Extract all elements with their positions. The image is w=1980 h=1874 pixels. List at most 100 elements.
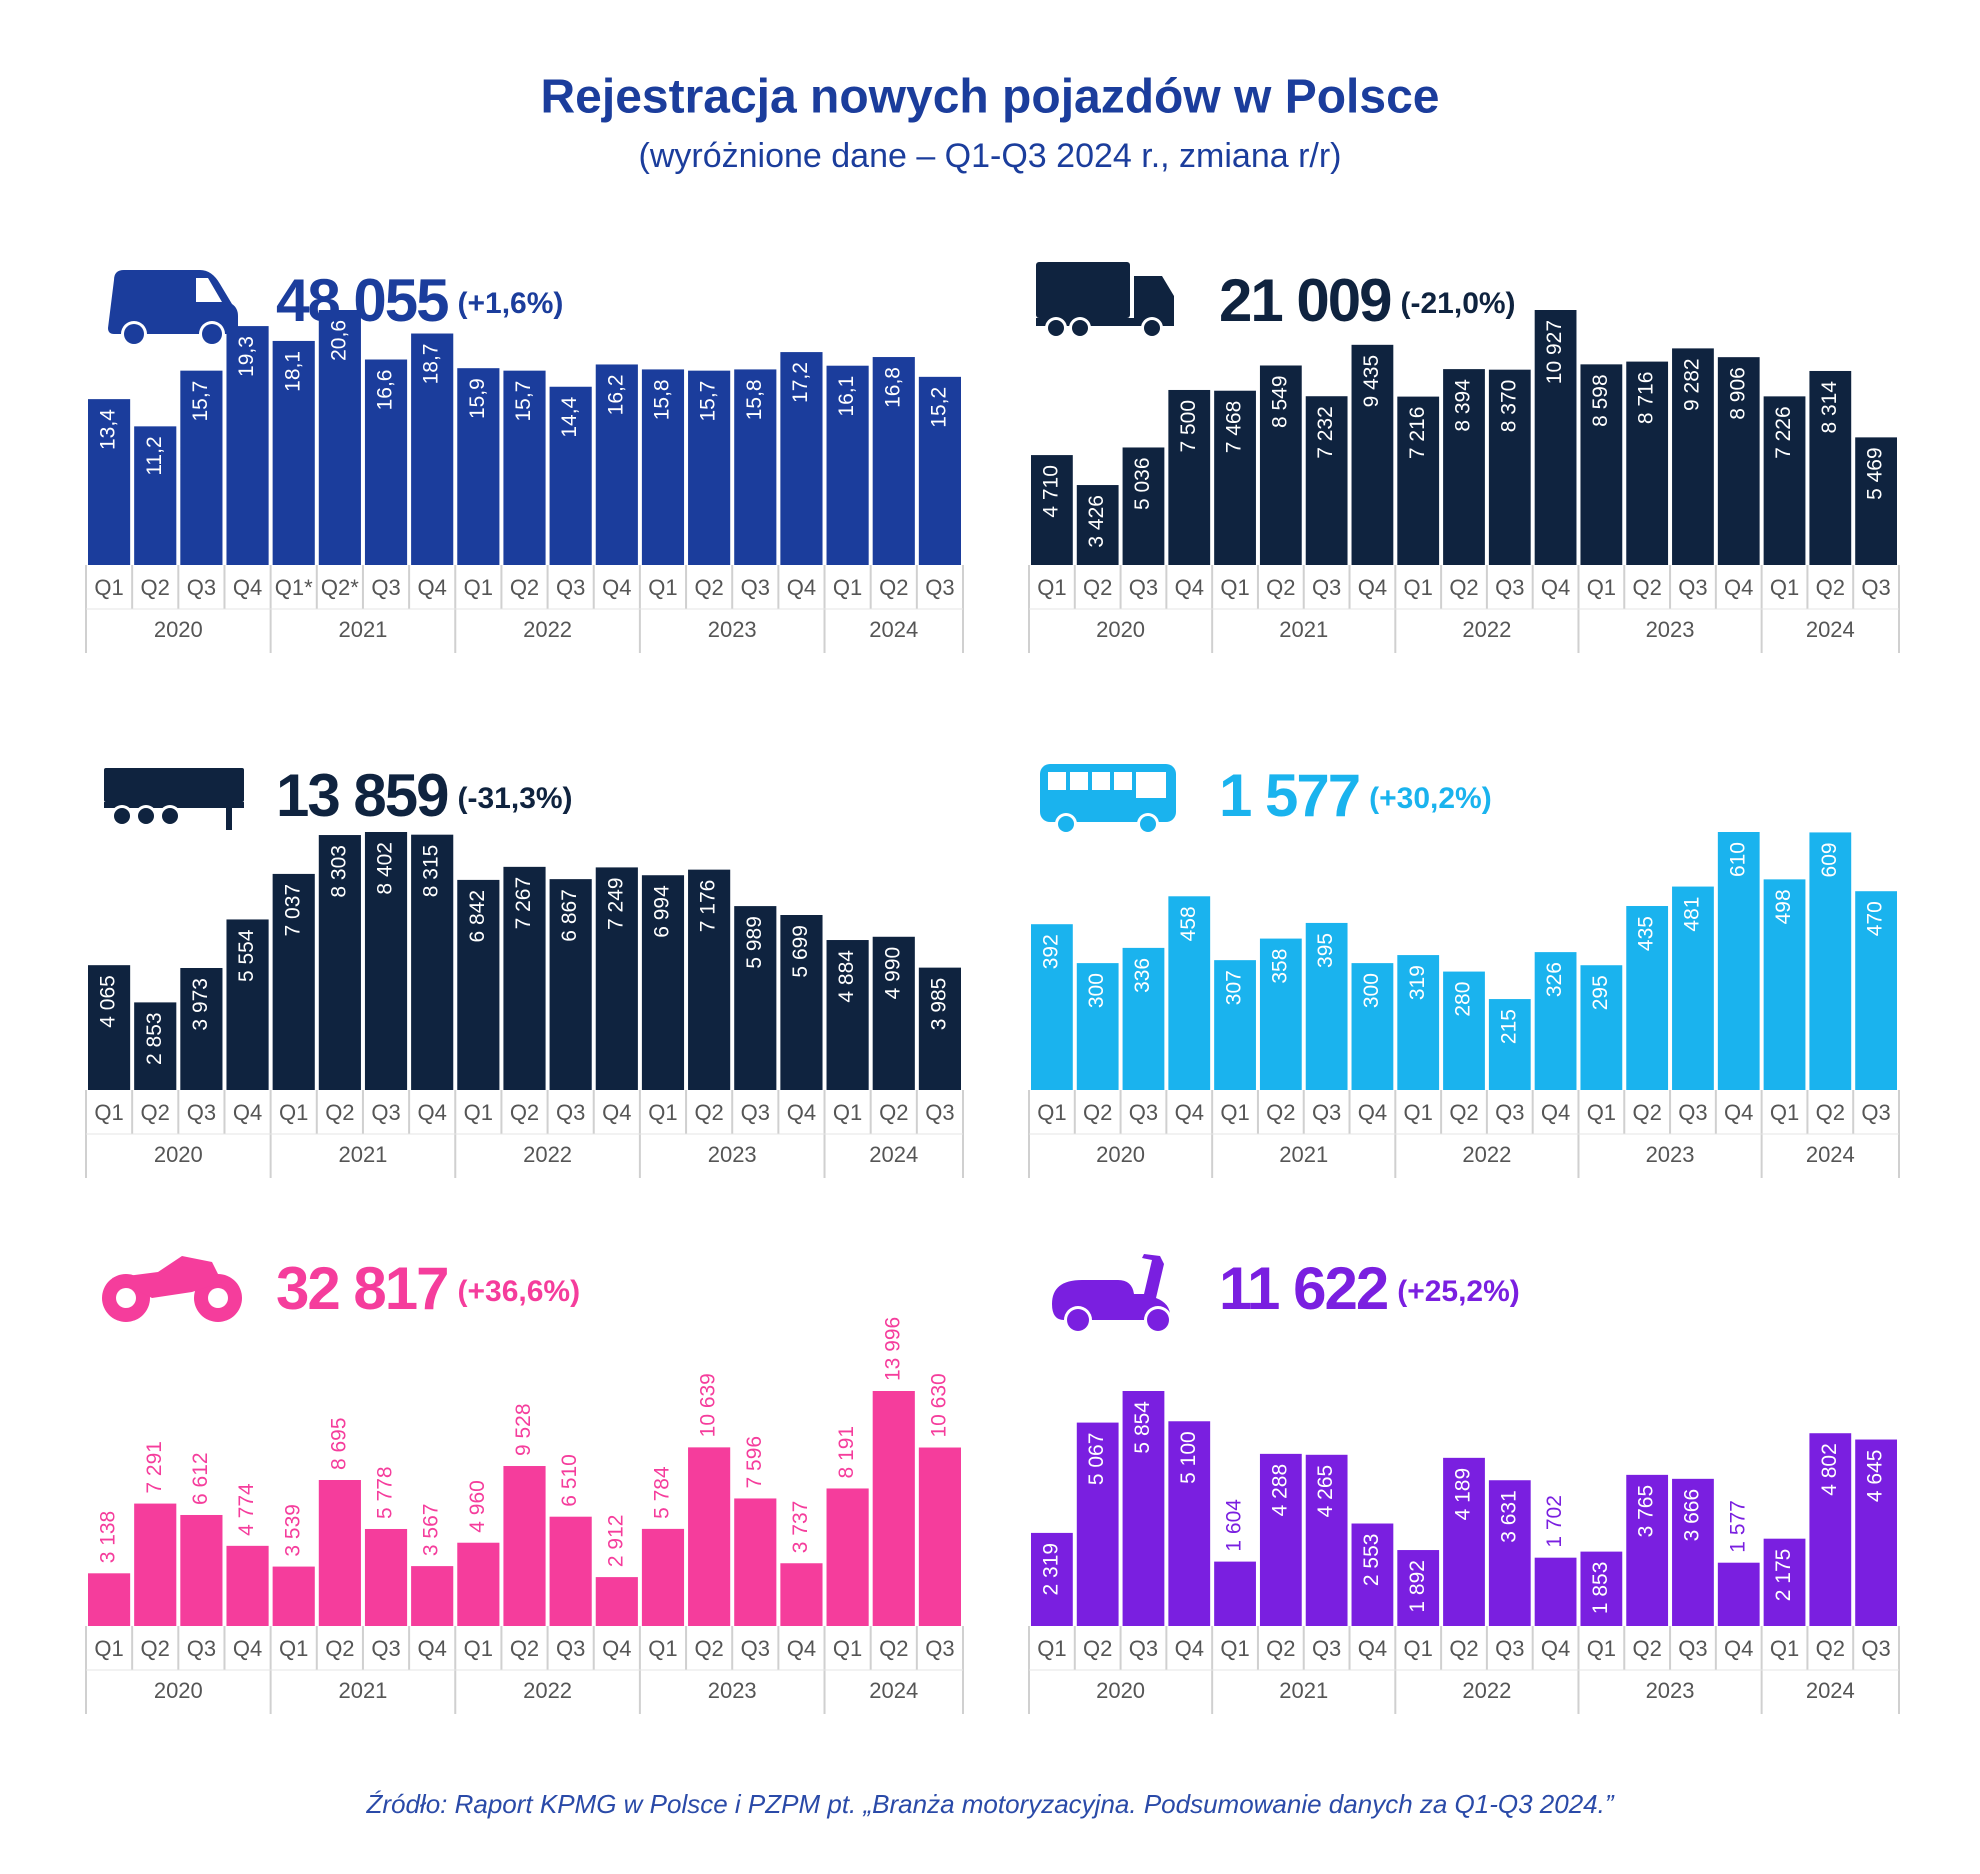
- bar: [1626, 906, 1669, 1090]
- value-label: 1 702: [1543, 1495, 1566, 1548]
- bar: [1534, 310, 1577, 565]
- x-tick-label: Q1: [648, 1636, 677, 1661]
- value-label: 5 554: [235, 929, 258, 982]
- value-label: 5 699: [789, 925, 812, 978]
- value-label: 7 500: [1177, 400, 1200, 453]
- bar: [1076, 963, 1119, 1090]
- group-label: 2020: [1096, 1142, 1145, 1167]
- x-tick-label: Q4: [787, 1100, 816, 1125]
- bar: [1305, 1454, 1348, 1626]
- headline: 48 055 (+1,6%): [276, 267, 563, 334]
- bar: [641, 875, 685, 1090]
- chart-panel: 32 817 (+36,6%) 3 138 Q1 7 291 Q2 6 612 Q3 4 774…: [85, 1255, 964, 1714]
- bar: [1076, 485, 1119, 565]
- bar: [595, 1577, 638, 1626]
- x-tick-label: Q2: [694, 1100, 723, 1125]
- x-tick-label: Q3: [1129, 1636, 1158, 1661]
- value-label: 7 267: [512, 877, 535, 930]
- value-label: 3 567: [420, 1504, 443, 1557]
- x-tick-label: Q2: [1083, 1100, 1112, 1125]
- x-tick-label: Q1: [1770, 575, 1799, 600]
- bar: [1443, 971, 1485, 1090]
- group-label: 2021: [1279, 617, 1328, 642]
- van-icon: [108, 270, 238, 347]
- bar: [503, 1466, 546, 1626]
- value-label: 16,1: [835, 376, 858, 417]
- x-tick-label: Q3: [1495, 1636, 1524, 1661]
- value-label: 13,4: [97, 409, 120, 450]
- bar: [734, 369, 777, 565]
- group-label: 2023: [708, 617, 757, 642]
- value-label: 7 596: [743, 1436, 766, 1489]
- x-tick-label: Q2: [1449, 575, 1478, 600]
- bar: [1488, 369, 1531, 565]
- bar: [918, 376, 961, 565]
- bar: [318, 1480, 361, 1626]
- bar: [88, 1573, 131, 1626]
- x-tick-label: Q3: [371, 575, 400, 600]
- value-label: 19,3: [235, 336, 258, 377]
- bar: [88, 965, 131, 1090]
- x-tick-label: Q3: [1495, 575, 1524, 600]
- bar: [1305, 396, 1348, 565]
- value-label: 295: [1589, 975, 1612, 1010]
- chart-panel: 48 055 (+1,6%) 13,4 Q1 11,2 Q2 15,7 Q3 19,3 Q4 18,…: [85, 267, 964, 653]
- x-tick-label: Q3: [1495, 1100, 1524, 1125]
- value-label: 2 175: [1772, 1549, 1795, 1602]
- x-tick-label: Q2: [141, 1100, 170, 1125]
- value-label: 5 036: [1131, 457, 1154, 510]
- x-tick-label: Q4: [1175, 575, 1204, 600]
- bar: [1855, 437, 1897, 565]
- value-label: 435: [1635, 916, 1658, 951]
- chart-panel: 21 009 (-21,0%) 4 710 Q1 3 426 Q2 5 036 Q3 7 500…: [1028, 267, 1900, 653]
- value-label: 7 468: [1223, 401, 1246, 454]
- x-tick-label: Q4: [787, 1636, 816, 1661]
- value-label: 16,2: [604, 374, 627, 415]
- x-tick-label: Q1: [464, 575, 493, 600]
- group-label: 2021: [1279, 1142, 1328, 1167]
- x-tick-label: Q1: [1587, 1636, 1616, 1661]
- bar: [1031, 1532, 1073, 1626]
- x-tick-label: Q4: [1358, 1100, 1387, 1125]
- group-label: 2021: [1279, 1678, 1328, 1703]
- bar: [688, 370, 731, 565]
- bar: [1443, 369, 1485, 565]
- value-label: 9 435: [1360, 355, 1383, 408]
- bar: [364, 832, 408, 1090]
- bar: [1580, 965, 1623, 1090]
- change: (-21,0%): [1401, 287, 1516, 320]
- x-tick-label: Q4: [602, 1636, 631, 1661]
- x-tick-label: Q2: [510, 1100, 539, 1125]
- value-label: 15,8: [743, 379, 766, 420]
- x-tick-label: Q2: [1266, 575, 1295, 600]
- x-tick-label: Q1: [1770, 1636, 1799, 1661]
- x-tick-label: Q3: [1678, 1100, 1707, 1125]
- bar: [1626, 1474, 1669, 1626]
- value-label: 8 716: [1635, 372, 1658, 425]
- value-label: 5 778: [374, 1466, 397, 1519]
- value-label: 3 539: [281, 1504, 304, 1557]
- group-label: 2023: [708, 1678, 757, 1703]
- x-tick-label: Q3: [1861, 575, 1890, 600]
- x-tick-label: Q1: [1220, 575, 1249, 600]
- group-label: 2024: [869, 1678, 918, 1703]
- group-label: 2023: [1646, 1678, 1695, 1703]
- value-label: 4 802: [1818, 1443, 1841, 1496]
- group-label: 2023: [1646, 1142, 1695, 1167]
- bar: [180, 370, 223, 565]
- group-label: 2020: [1096, 617, 1145, 642]
- x-tick-label: Q1*: [275, 575, 313, 600]
- bar: [180, 968, 223, 1090]
- x-tick-label: Q2: [325, 1100, 354, 1125]
- value-label: 9 282: [1680, 358, 1703, 411]
- bar: [1076, 1422, 1119, 1626]
- bar: [1031, 455, 1073, 565]
- bar: [88, 399, 131, 565]
- bar: [1488, 1480, 1531, 1626]
- group-label: 2021: [338, 1678, 387, 1703]
- group-label: 2022: [1462, 617, 1511, 642]
- bar: [1397, 1550, 1440, 1626]
- bar: [1122, 447, 1165, 565]
- x-tick-label: Q4: [1724, 1100, 1753, 1125]
